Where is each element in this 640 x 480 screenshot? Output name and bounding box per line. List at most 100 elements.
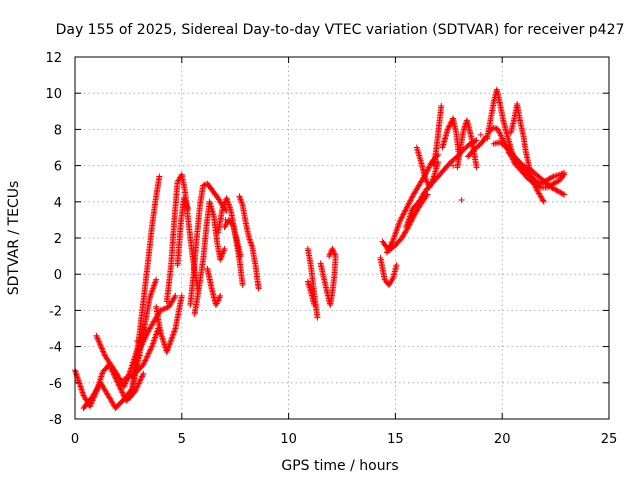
data-point <box>550 180 557 187</box>
data-point <box>406 199 413 206</box>
data-point <box>386 243 393 250</box>
data-point <box>79 387 86 394</box>
data-point <box>146 347 153 354</box>
data-point <box>100 349 107 356</box>
data-point <box>141 337 148 344</box>
y-tick-label: 6 <box>54 160 62 175</box>
data-point <box>169 332 176 339</box>
data-point <box>178 292 185 299</box>
data-point <box>139 373 146 380</box>
data-point <box>446 123 453 130</box>
data-point <box>387 242 394 249</box>
data-point <box>547 174 554 181</box>
data-point <box>408 196 415 203</box>
data-point <box>541 178 548 185</box>
data-point <box>228 220 235 227</box>
data-point <box>557 189 564 196</box>
data-point <box>142 334 149 341</box>
data-point <box>170 331 177 338</box>
data-point <box>435 158 442 165</box>
data-point <box>116 383 123 390</box>
data-point <box>165 300 172 307</box>
y-tick-label: -4 <box>49 341 62 356</box>
data-point <box>384 248 391 255</box>
data-point <box>545 176 552 183</box>
data-point <box>141 360 148 367</box>
data-point <box>544 177 551 184</box>
data-point <box>72 368 79 375</box>
data-point <box>403 204 410 211</box>
data-point <box>145 350 152 357</box>
data-point <box>549 174 556 181</box>
data-point <box>76 380 83 387</box>
data-point <box>490 124 497 131</box>
data-point <box>447 120 454 127</box>
grid-lines <box>75 57 609 419</box>
data-point <box>98 345 105 352</box>
data-point <box>552 186 559 193</box>
data-point <box>458 196 465 203</box>
data-point <box>397 217 404 224</box>
data-point <box>425 164 432 171</box>
y-tick-label: 8 <box>54 123 62 138</box>
data-point <box>171 326 178 333</box>
data-point <box>438 102 445 109</box>
data-point <box>138 341 145 348</box>
data-point <box>141 358 148 365</box>
data-point <box>328 247 335 254</box>
data-point <box>393 262 400 269</box>
data-point <box>561 169 568 176</box>
data-point <box>75 376 82 383</box>
data-points <box>72 86 568 412</box>
data-point <box>153 276 160 283</box>
data-point <box>499 135 506 142</box>
data-point <box>156 173 163 180</box>
data-point <box>426 163 433 170</box>
data-point <box>385 246 392 253</box>
data-point <box>558 171 565 178</box>
data-point <box>95 338 102 345</box>
data-point <box>389 276 396 283</box>
data-point <box>237 253 244 260</box>
data-point <box>86 403 93 410</box>
data-point <box>383 249 390 256</box>
data-point <box>141 335 148 342</box>
data-point <box>138 374 145 381</box>
data-point <box>148 344 155 351</box>
data-point <box>121 376 128 383</box>
data-point <box>158 306 165 313</box>
data-point <box>144 353 151 360</box>
data-point <box>167 340 174 347</box>
data-point <box>553 179 560 186</box>
data-point <box>137 344 144 351</box>
data-point <box>164 346 171 353</box>
data-point <box>326 253 333 260</box>
data-point <box>136 347 143 354</box>
data-point <box>80 390 87 397</box>
data-point <box>388 241 395 248</box>
data-point <box>125 374 132 381</box>
data-point <box>171 328 178 335</box>
data-point <box>473 164 480 171</box>
data-point <box>401 208 408 215</box>
data-point <box>118 388 125 395</box>
data-point <box>389 238 396 245</box>
plot-frame <box>74 56 610 420</box>
data-point <box>450 162 457 169</box>
data-point <box>550 185 557 192</box>
data-point <box>535 179 542 186</box>
y-tick-label: 2 <box>54 232 62 247</box>
data-point <box>119 389 126 396</box>
data-point <box>165 344 172 351</box>
data-point <box>388 239 395 246</box>
data-point <box>139 339 146 346</box>
data-point <box>142 356 149 363</box>
data-point <box>93 334 100 341</box>
data-point <box>73 371 80 378</box>
data-point <box>137 376 144 383</box>
data-point <box>540 179 547 186</box>
data-point <box>400 210 407 217</box>
data-point <box>136 345 143 352</box>
data-point <box>556 171 563 178</box>
data-point <box>427 161 434 168</box>
